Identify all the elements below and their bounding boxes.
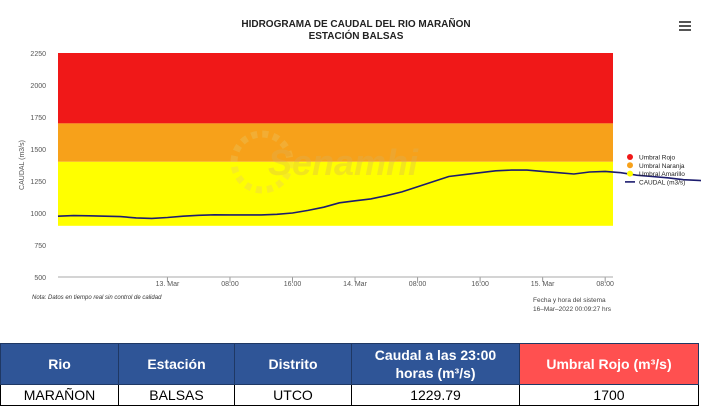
system-time-value: 16–Mar–2022 00:09:27 hrs xyxy=(533,306,612,313)
chart-canvas: HIDROGRAMA DE CAUDAL DEL RIO MARAÑONESTA… xyxy=(19,17,701,313)
chart-subtitle: ESTACIÓN BALSAS xyxy=(309,29,404,42)
legend-label-1: Umbral Naranja xyxy=(639,163,685,170)
y-tick-label-7: 2250 xyxy=(30,51,46,58)
legend-label-0: Umbral Rojo xyxy=(639,155,676,162)
threshold-band-1 xyxy=(58,53,613,124)
y-tick-label-6: 2000 xyxy=(30,83,46,90)
header-caudal: Caudal a las 23:00 horas (m³/s) xyxy=(351,343,520,385)
y-tick-label-2: 1000 xyxy=(30,211,46,218)
legend-label-3: CAUDAL (m3/s) xyxy=(639,179,685,186)
watermark-text: Senamhi xyxy=(268,142,419,183)
senamhi-watermark: Senamhi xyxy=(230,130,419,194)
system-time-label: Fecha y hora del sistema xyxy=(533,297,606,304)
watermark-sun-shape xyxy=(230,130,294,194)
legend-label-2: Umbral Amarillo xyxy=(639,171,685,178)
x-tick-label-3: 14. Mar xyxy=(343,281,367,288)
header-umbral-rojo: Umbral Rojo (m³/s) xyxy=(519,343,699,385)
threshold-band-3 xyxy=(58,161,613,226)
header-distrito: Distrito xyxy=(234,343,352,385)
chart-title: HIDROGRAMA DE CAUDAL DEL RIO MARAÑON xyxy=(241,17,470,30)
y-tick-label-5: 1750 xyxy=(30,115,46,122)
cell-estacion: BALSAS xyxy=(118,384,235,406)
x-tick-label-4: 08:00 xyxy=(409,281,427,288)
y-tick-label-0: 500 xyxy=(34,275,46,282)
cell-caudal: 1229.79 xyxy=(351,384,520,406)
x-tick-label-2: 16:00 xyxy=(284,281,302,288)
cell-rio: MARAÑON xyxy=(0,384,119,406)
x-tick-label-7: 08:00 xyxy=(596,281,614,288)
series-line-0 xyxy=(57,169,701,220)
legend-marker-2 xyxy=(627,170,633,177)
x-tick-label-6: 15. Mar xyxy=(531,281,555,288)
legend-marker-1 xyxy=(627,162,633,169)
x-tick-label-1: 08:00 xyxy=(221,281,239,288)
header-rio: Rio xyxy=(0,343,119,385)
x-tick-label-5: 16:00 xyxy=(471,281,489,288)
y-tick-label-1: 750 xyxy=(34,243,46,250)
x-tick-label-0: 13. Mar xyxy=(156,281,180,288)
data-quality-note: Nota: Datos en tiempo real sin control d… xyxy=(32,295,162,301)
cell-umbral-rojo: 1700 xyxy=(519,384,699,406)
table-row: MARAÑON BALSAS UTCO 1229.79 1700 xyxy=(0,384,699,406)
y-tick-label-3: 1250 xyxy=(30,179,46,186)
legend-marker-0 xyxy=(627,154,633,160)
header-estacion: Estación xyxy=(118,343,235,385)
cell-distrito: UTCO xyxy=(234,384,352,406)
station-info-table: Rio Estación Distrito Caudal a las 23:00… xyxy=(0,343,699,406)
y-axis-label: CAUDAL (m3/s) xyxy=(19,140,26,190)
threshold-band-2 xyxy=(58,123,613,162)
chart-menu-icon[interactable] xyxy=(679,21,691,31)
table-header-row: Rio Estación Distrito Caudal a las 23:00… xyxy=(0,343,699,385)
y-tick-label-4: 1500 xyxy=(30,147,46,154)
hydrograph-chart: HIDROGRAMA DE CAUDAL DEL RIO MARAÑON ESTA… xyxy=(19,17,701,313)
